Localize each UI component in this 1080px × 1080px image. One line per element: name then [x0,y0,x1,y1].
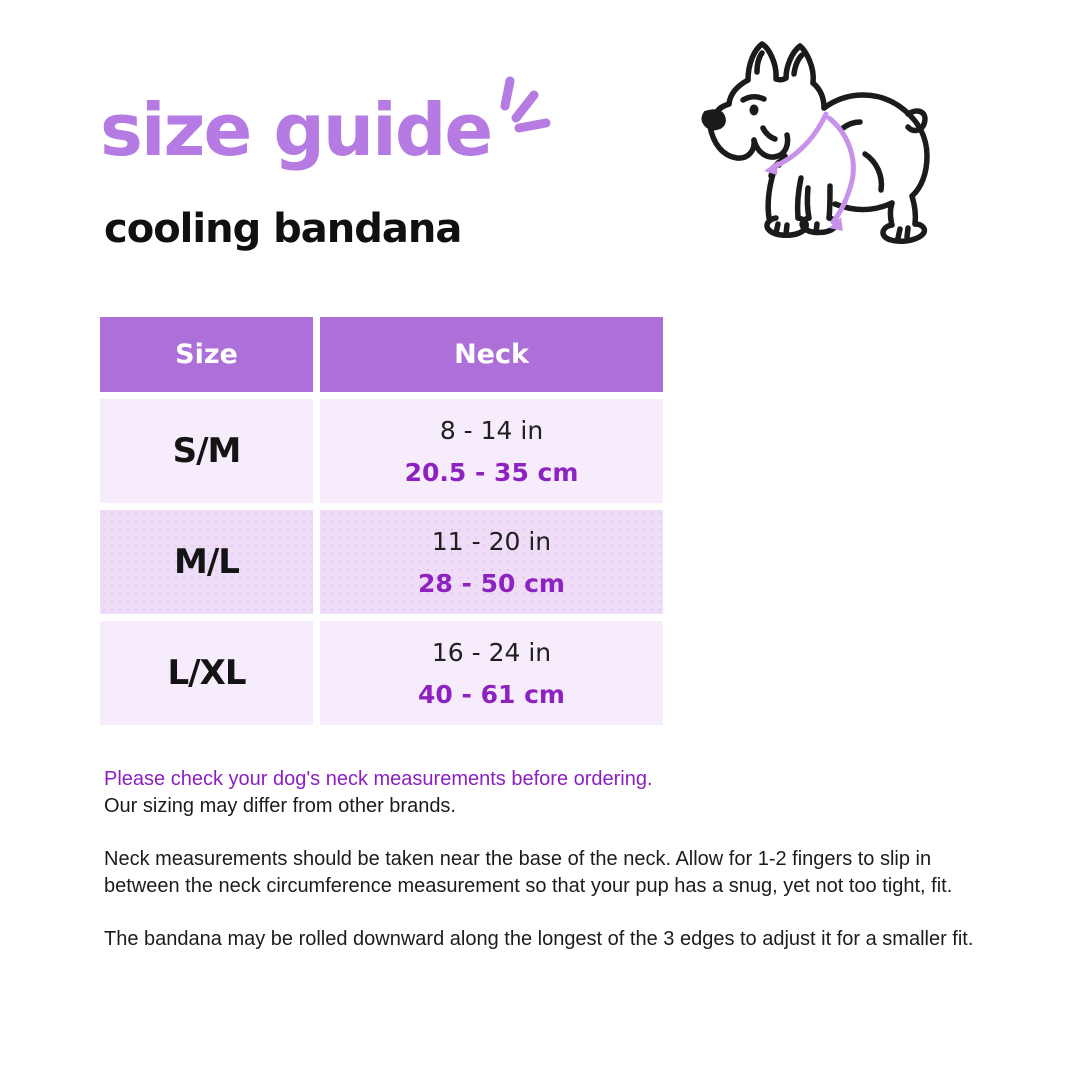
sparkle-icon [500,76,551,133]
note-sub-line: Our sizing may differ from other brands. [104,795,456,817]
neck-centimeters: 28 - 50 cm [418,568,565,598]
product-name: cooling bandana [104,206,462,252]
page-title: size guide [100,88,493,172]
neck-centimeters: 20.5 - 35 cm [404,457,579,487]
size-table: Size Neck S/M 8 - 14 in 20.5 - 35 cm M/L… [100,317,663,725]
table-row-size-ml: M/L [100,510,313,614]
note-paragraph-adjustment: The bandana may be rolled downward along… [104,928,974,950]
size-value: S/M [172,431,242,471]
sizing-notes: Please check your dog's neck measurement… [104,766,988,953]
note-highlight: Please check your dog's neck measurement… [104,768,653,790]
table-row-neck-lxl: 16 - 24 in 40 - 61 cm [320,621,663,725]
french-bulldog-illustration [701,41,930,244]
column-header-neck: Neck [320,317,663,392]
table-row-size-sm: S/M [100,399,313,503]
neck-centimeters: 40 - 61 cm [418,679,565,709]
table-row-neck-ml: 11 - 20 in 28 - 50 cm [320,510,663,614]
table-row-size-lxl: L/XL [100,621,313,725]
table-row-neck-sm: 8 - 14 in 20.5 - 35 cm [320,399,663,503]
size-value: M/L [174,542,240,582]
neck-measurement-line [770,111,856,225]
note-paragraph-measuring: Neck measurements should be taken near t… [104,848,953,897]
column-header-size: Size [100,317,313,392]
neck-inches: 11 - 20 in [431,526,552,556]
size-value: L/XL [167,653,247,693]
neck-inches: 16 - 24 in [431,637,552,667]
neck-inches: 8 - 14 in [439,415,544,445]
